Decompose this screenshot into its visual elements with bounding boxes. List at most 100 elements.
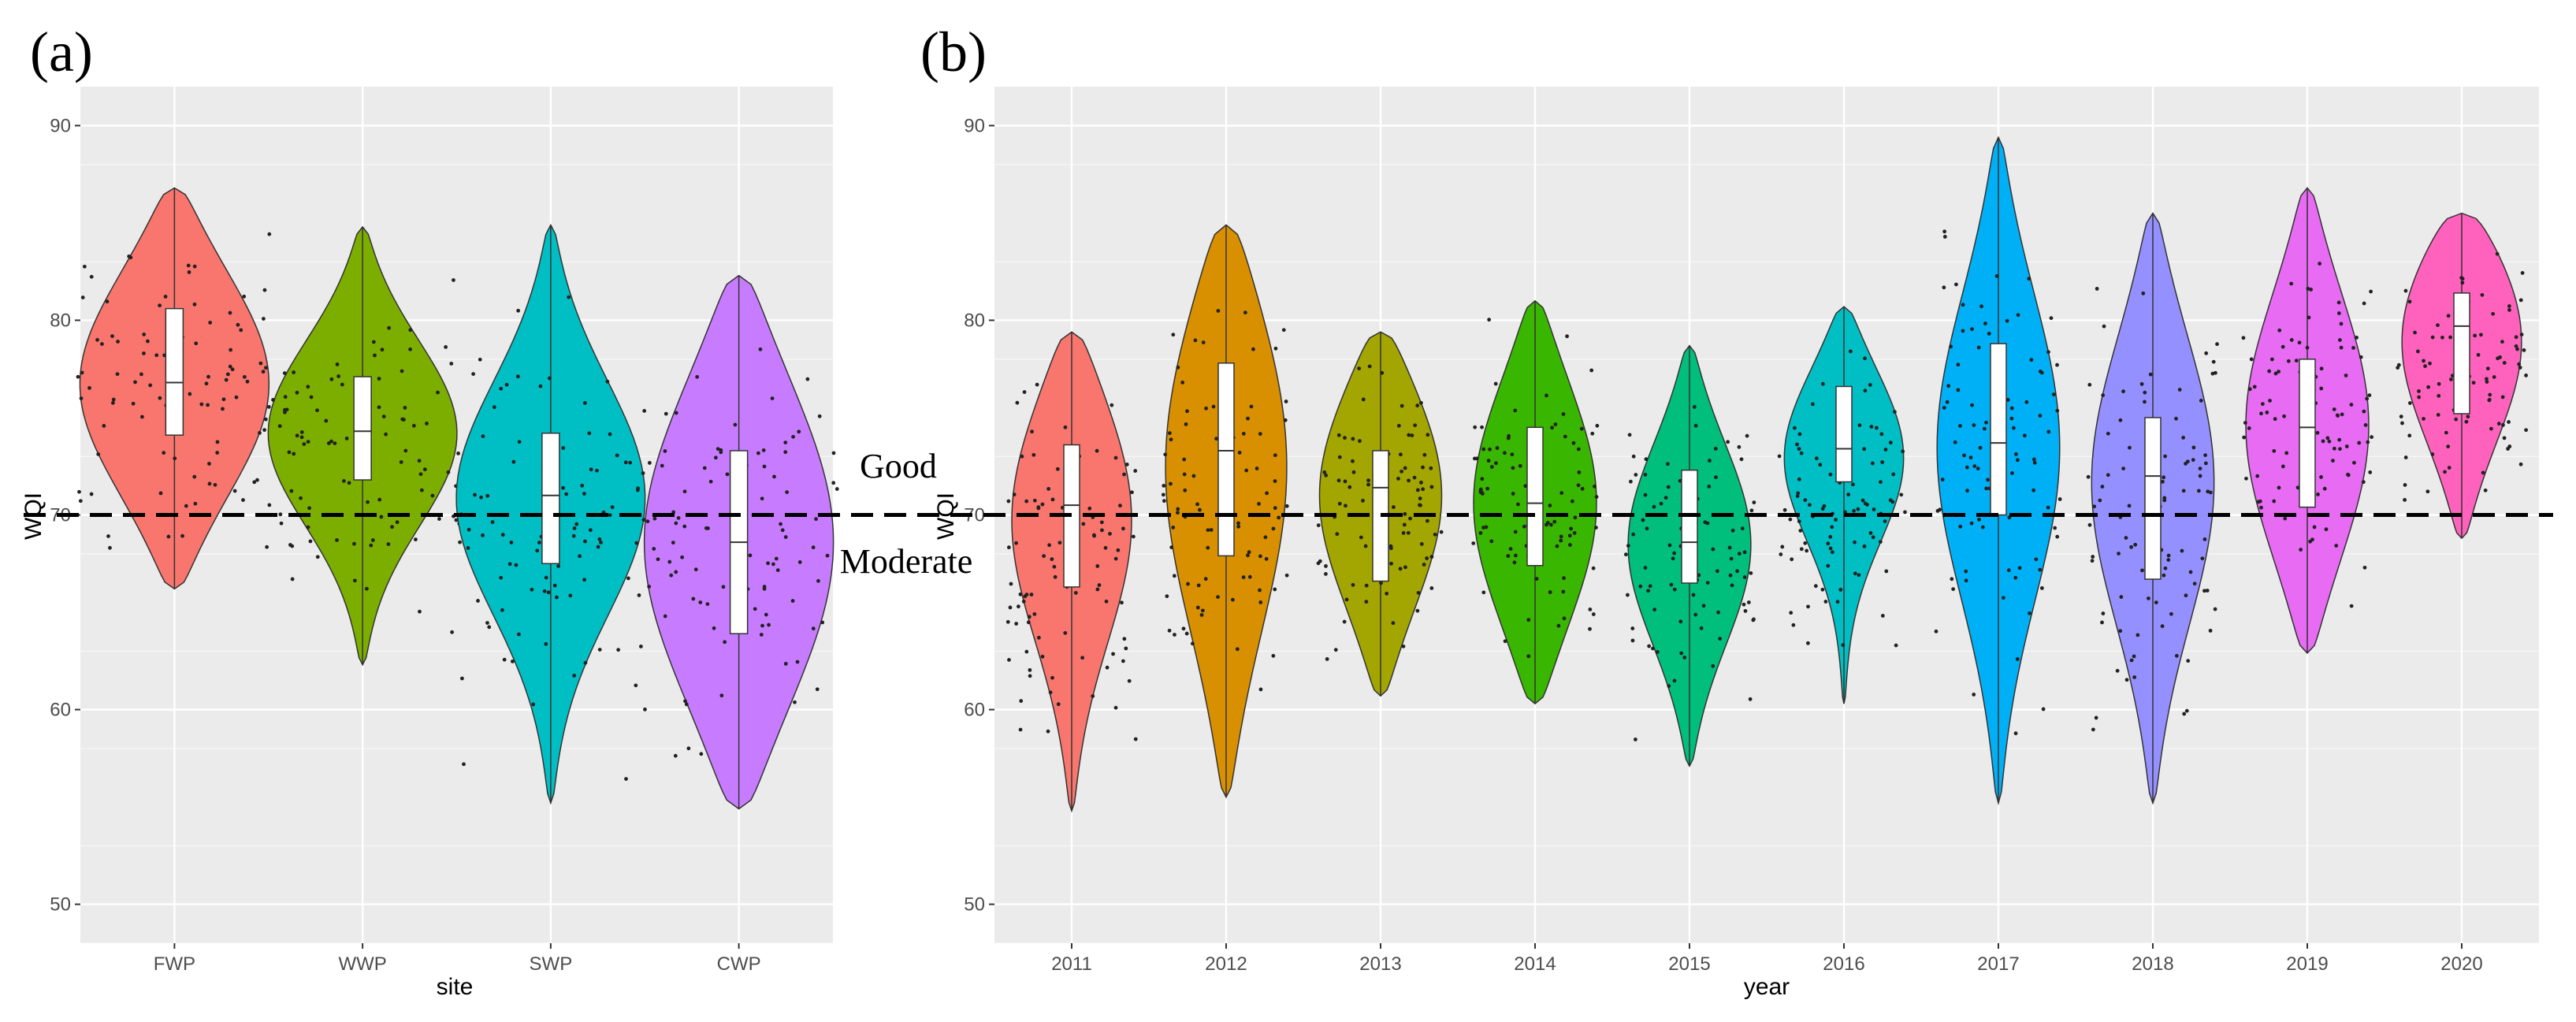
data-point [1879, 480, 1883, 485]
data-point [517, 440, 522, 444]
data-point [1672, 551, 1677, 556]
data-point [299, 496, 303, 500]
data-point [615, 453, 619, 458]
data-point [2184, 708, 2189, 713]
data-point [2315, 430, 2320, 435]
data-point [2016, 313, 2020, 318]
data-point [115, 372, 120, 377]
data-point [702, 466, 707, 470]
data-point [1568, 543, 1572, 547]
data-point [365, 586, 369, 591]
data-point [1672, 587, 1677, 592]
data-point [2200, 556, 2205, 561]
data-point [623, 460, 628, 465]
data-point [2184, 462, 2188, 466]
data-point [1803, 498, 1808, 503]
data-point [1024, 649, 1029, 654]
data-point [1663, 496, 1668, 500]
data-point [514, 563, 519, 567]
data-point [2336, 311, 2341, 315]
data-point [1548, 522, 1553, 527]
data-point [1429, 485, 1434, 489]
data-point [1273, 346, 1278, 351]
data-point [352, 578, 357, 583]
data-point [2454, 417, 2459, 422]
data-point [1623, 552, 1628, 557]
data-point [2396, 366, 2400, 370]
panel-a-x-axis-title: site [437, 974, 474, 1000]
data-point [162, 451, 166, 455]
data-point [2102, 324, 2106, 329]
data-point [1634, 473, 1638, 477]
data-point [2280, 344, 2285, 349]
data-point [1471, 541, 1476, 545]
data-point [589, 467, 593, 472]
data-point [387, 325, 392, 330]
data-point [2471, 381, 2476, 385]
data-point [1401, 531, 1406, 535]
data-point [1263, 535, 1268, 540]
data-point [206, 403, 210, 407]
data-point [2181, 489, 2186, 493]
data-point [1241, 575, 1246, 579]
data-point [1029, 593, 1034, 596]
data-point [544, 641, 548, 646]
data-point [2192, 582, 2197, 586]
data-point [207, 481, 212, 486]
data-point [366, 500, 370, 504]
data-point [2161, 479, 2165, 484]
data-point [262, 288, 267, 292]
violin-group-2015 [1623, 344, 1756, 767]
data-point [1818, 463, 1823, 467]
data-point [2332, 407, 2336, 411]
data-point [2485, 377, 2489, 381]
data-point [1884, 569, 1889, 574]
data-point [1638, 584, 1643, 589]
data-point [1322, 470, 1327, 474]
data-point [1982, 426, 1987, 431]
data-point [290, 577, 295, 582]
y-tick-label: 90 [50, 115, 71, 136]
data-point [2087, 522, 2092, 527]
data-point [476, 599, 480, 603]
data-point [2265, 411, 2269, 414]
data-point [2163, 566, 2168, 570]
data-point [1708, 459, 1712, 463]
data-point [1494, 461, 1498, 466]
data-point [663, 614, 667, 619]
data-point [1416, 590, 1421, 595]
data-point [1344, 504, 1347, 508]
data-point [2249, 357, 2254, 362]
data-point [142, 332, 147, 336]
data-point [638, 645, 643, 649]
y-tick-label: 90 [964, 115, 985, 136]
data-point [2309, 288, 2314, 292]
data-point [444, 345, 448, 349]
data-point [1820, 587, 1825, 592]
data-point [1324, 473, 1329, 478]
data-point [2369, 289, 2373, 294]
data-point [478, 357, 482, 362]
data-point [1236, 524, 1241, 529]
data-point [762, 464, 767, 469]
data-point [2519, 333, 2524, 336]
data-point [785, 490, 790, 494]
data-point [1679, 651, 1684, 656]
data-point [139, 372, 143, 377]
data-point [1591, 566, 1596, 570]
data-point [1195, 605, 1200, 610]
data-point [229, 347, 233, 352]
data-point [1110, 403, 1114, 407]
data-point [77, 489, 81, 494]
data-point [1408, 516, 1412, 521]
data-point [1972, 464, 1977, 469]
data-point [721, 585, 726, 589]
data-point [572, 526, 577, 530]
data-point [517, 632, 521, 637]
data-point [2124, 536, 2128, 540]
data-point [2160, 624, 2165, 629]
data-point [265, 544, 269, 549]
data-point [1167, 431, 1172, 436]
data-point [2199, 398, 2203, 403]
data-point [255, 478, 259, 482]
